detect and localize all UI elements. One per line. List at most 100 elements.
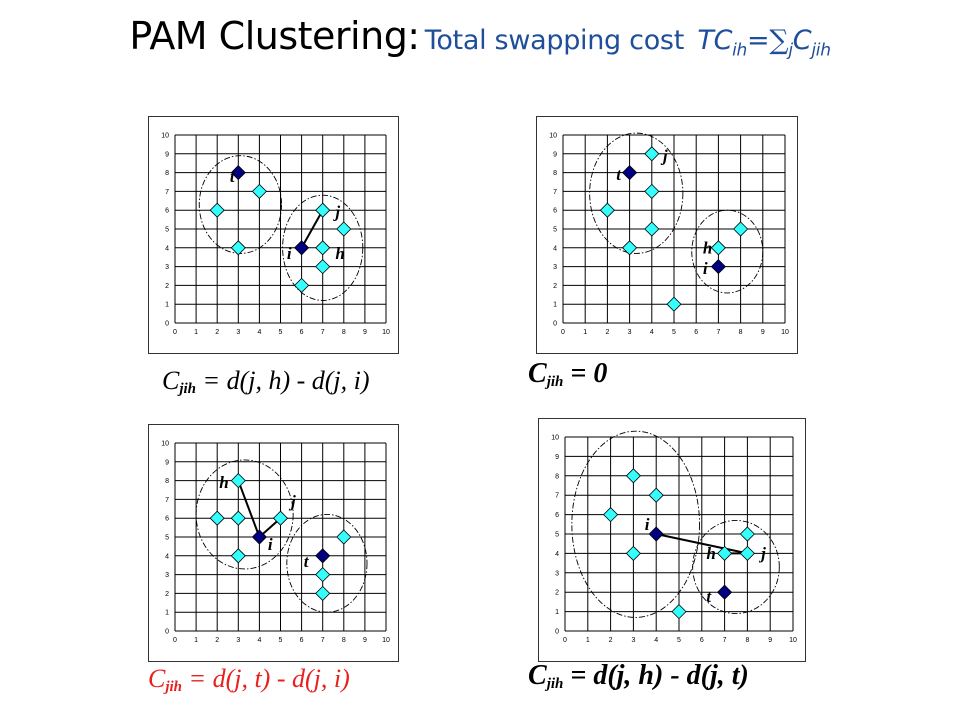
- data-point: [209, 510, 225, 526]
- formula-1: Cjih = d(j, h) - d(j, i): [162, 366, 370, 397]
- point-label-i: i: [268, 535, 273, 554]
- data-point: [717, 545, 733, 561]
- x-tick-label: 0: [561, 329, 565, 336]
- scatter-plot-4: 0 1 2 3 4 5 6 7 8 9 10 0 1 2 3 4 5 6 7 8 9 10 i h j t: [551, 430, 797, 644]
- y-tick-label: 4: [553, 245, 557, 252]
- data-point: [209, 202, 225, 218]
- slide-title: PAM Clustering: Total swapping cost TCih…: [0, 14, 960, 60]
- x-tick-label: 3: [631, 637, 635, 644]
- x-tick-label: 7: [321, 637, 325, 644]
- data-point: [599, 202, 615, 218]
- chart-panel-3: 0 1 2 3 4 5 6 7 8 9 10 0 1 2 3 4 5 6 7 8 9 10 h j i t: [148, 424, 399, 662]
- grid: [174, 442, 387, 632]
- medoid-point: [648, 526, 664, 542]
- formula-lhs: TC: [697, 25, 733, 56]
- data-point: [230, 240, 246, 256]
- medoid-point: [315, 548, 331, 564]
- point-label-h: h: [706, 544, 715, 563]
- x-tick-label: 6: [300, 637, 304, 644]
- data-point: [315, 259, 331, 275]
- cluster-ellipse: [691, 209, 764, 294]
- formula-rest: = d(j, h) - d(j, i): [196, 366, 370, 395]
- data-point: [648, 487, 664, 503]
- point-label-h: h: [219, 473, 228, 492]
- scatter-plot-3: 0 1 2 3 4 5 6 7 8 9 10 0 1 2 3 4 5 6 7 8 9 10 h j i t: [161, 441, 390, 645]
- x-tick-label: 6: [300, 329, 304, 336]
- title-main: PAM Clustering:: [129, 14, 420, 58]
- data-point: [315, 585, 331, 601]
- data-point: [315, 202, 331, 218]
- data-point: [666, 296, 682, 312]
- x-tick-label: 7: [723, 637, 727, 644]
- y-tick-label: 1: [165, 302, 169, 309]
- cluster-ellipse: [286, 513, 368, 613]
- y-tick-label: 5: [553, 227, 557, 234]
- y-tick-label: 3: [165, 264, 169, 271]
- sigma-sub: j: [788, 40, 793, 61]
- x-tick-label: 5: [677, 637, 681, 644]
- x-tick-label: 2: [609, 637, 613, 644]
- data-point: [336, 529, 352, 545]
- x-tick-label: 1: [586, 637, 590, 644]
- point-label-h: h: [703, 238, 712, 257]
- data-point: [230, 510, 246, 526]
- formula-sub: jih: [165, 679, 183, 695]
- point-label-j: j: [288, 492, 296, 511]
- point-label-t: t: [230, 167, 236, 186]
- point-label-j: j: [660, 146, 668, 165]
- y-tick-label: 6: [555, 512, 559, 519]
- title-sub: Total swapping cost: [424, 25, 685, 56]
- x-tick-label: 7: [321, 329, 325, 336]
- x-tick-label: 0: [173, 329, 177, 336]
- data-point: [739, 545, 755, 561]
- data-point: [336, 221, 352, 237]
- x-tick-label: 6: [694, 329, 698, 336]
- y-tick-label: 8: [165, 478, 169, 485]
- x-tick-label: 1: [194, 637, 198, 644]
- x-tick-label: 8: [745, 637, 749, 644]
- data-point: [230, 548, 246, 564]
- y-tick-label: 6: [165, 208, 169, 215]
- x-tick-label: 4: [257, 637, 261, 644]
- data-point: [251, 183, 267, 199]
- data-point: [644, 221, 660, 237]
- chart-panel-4: 0 1 2 3 4 5 6 7 8 9 10 0 1 2 3 4 5 6 7 8 9 10 i h j t: [538, 418, 806, 662]
- x-tick-label: 9: [768, 637, 772, 644]
- x-tick-label: 7: [716, 329, 720, 336]
- x-tick-label: 4: [654, 637, 658, 644]
- y-tick-label: 6: [165, 516, 169, 523]
- y-tick-label: 1: [165, 610, 169, 617]
- y-tick-label: 5: [165, 227, 169, 234]
- chart-panel-2: 0 1 2 3 4 5 6 7 8 9 10 0 1 2 3 4 5 6 7 8 9 10 t j h i: [536, 116, 798, 354]
- formula-equals: =: [747, 25, 770, 56]
- y-tick-label: 9: [165, 459, 169, 466]
- formula-c: C: [528, 358, 547, 389]
- data-point: [710, 240, 726, 256]
- y-tick-label: 3: [555, 570, 559, 577]
- formula-c: C: [528, 660, 547, 691]
- formula-sub: jih: [546, 374, 564, 390]
- x-tick-label: 0: [563, 637, 567, 644]
- y-tick-label: 10: [161, 441, 169, 448]
- y-tick-label: 8: [553, 170, 557, 177]
- medoid-point: [294, 240, 310, 256]
- x-tick-label: 3: [236, 329, 240, 336]
- x-tick-label: 8: [739, 329, 743, 336]
- formula-lhs-sub: ih: [732, 40, 748, 61]
- x-tick-label: 10: [781, 329, 789, 336]
- scatter-plot-2: 0 1 2 3 4 5 6 7 8 9 10 0 1 2 3 4 5 6 7 8 9 10 t j hi: [549, 133, 789, 337]
- grid: [564, 436, 794, 632]
- x-tick-label: 10: [789, 637, 797, 644]
- data-point: [733, 221, 749, 237]
- x-tick-label: 1: [194, 329, 198, 336]
- x-tick-label: 3: [628, 329, 632, 336]
- y-tick-label: 0: [165, 629, 169, 636]
- y-tick-label: 8: [165, 170, 169, 177]
- data-point: [272, 510, 289, 526]
- data-point: [739, 526, 755, 542]
- x-tick-label: 8: [342, 637, 346, 644]
- cluster-ellipse: [571, 430, 700, 618]
- data-point: [625, 468, 641, 484]
- formula-rhs-sub: jih: [811, 40, 831, 61]
- y-tick-label: 7: [553, 189, 557, 196]
